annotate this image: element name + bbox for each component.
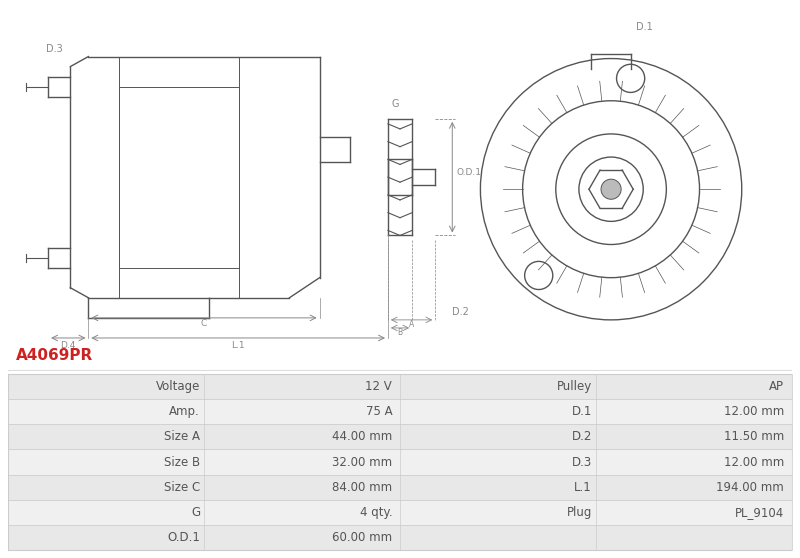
Text: 194.00 mm: 194.00 mm bbox=[717, 481, 784, 494]
Text: Amp.: Amp. bbox=[170, 405, 200, 418]
Text: 12.00 mm: 12.00 mm bbox=[724, 455, 784, 469]
Text: D.1: D.1 bbox=[572, 405, 592, 418]
Bar bbox=[8, 424, 792, 450]
Text: AP: AP bbox=[769, 380, 784, 393]
Bar bbox=[8, 525, 792, 550]
Text: 12 V: 12 V bbox=[366, 380, 392, 393]
Text: L.1: L.1 bbox=[574, 481, 592, 494]
Text: A: A bbox=[409, 320, 414, 329]
Text: O.D.1: O.D.1 bbox=[456, 167, 482, 177]
Text: 84.00 mm: 84.00 mm bbox=[332, 481, 392, 494]
Bar bbox=[8, 450, 792, 475]
Text: D.2: D.2 bbox=[572, 430, 592, 444]
Text: D.3: D.3 bbox=[572, 455, 592, 469]
Text: C: C bbox=[201, 319, 207, 328]
Text: G: G bbox=[191, 506, 200, 519]
Text: B: B bbox=[398, 328, 402, 337]
Text: 44.00 mm: 44.00 mm bbox=[332, 430, 392, 444]
Text: 11.50 mm: 11.50 mm bbox=[724, 430, 784, 444]
Text: Plug: Plug bbox=[566, 506, 592, 519]
Text: Size C: Size C bbox=[164, 481, 200, 494]
Text: PL_9104: PL_9104 bbox=[735, 506, 784, 519]
Text: 12.00 mm: 12.00 mm bbox=[724, 405, 784, 418]
Circle shape bbox=[601, 179, 621, 199]
Bar bbox=[8, 475, 792, 500]
Text: A4069PR: A4069PR bbox=[16, 348, 93, 363]
Text: D.1: D.1 bbox=[636, 22, 653, 32]
Text: G: G bbox=[391, 99, 398, 109]
Text: L.1: L.1 bbox=[231, 341, 245, 350]
Text: O.D.1: O.D.1 bbox=[167, 531, 200, 544]
Text: D.4: D.4 bbox=[61, 341, 76, 350]
Text: D.2: D.2 bbox=[452, 307, 469, 317]
Text: Voltage: Voltage bbox=[156, 380, 200, 393]
Text: Pulley: Pulley bbox=[557, 380, 592, 393]
Bar bbox=[8, 374, 792, 399]
Text: 60.00 mm: 60.00 mm bbox=[332, 531, 392, 544]
Text: 32.00 mm: 32.00 mm bbox=[332, 455, 392, 469]
Text: 4 qty.: 4 qty. bbox=[359, 506, 392, 519]
Text: Size B: Size B bbox=[164, 455, 200, 469]
Text: Size A: Size A bbox=[164, 430, 200, 444]
Bar bbox=[8, 500, 792, 525]
Text: 75 A: 75 A bbox=[366, 405, 392, 418]
Text: D.3: D.3 bbox=[46, 44, 63, 54]
Bar bbox=[8, 399, 792, 424]
